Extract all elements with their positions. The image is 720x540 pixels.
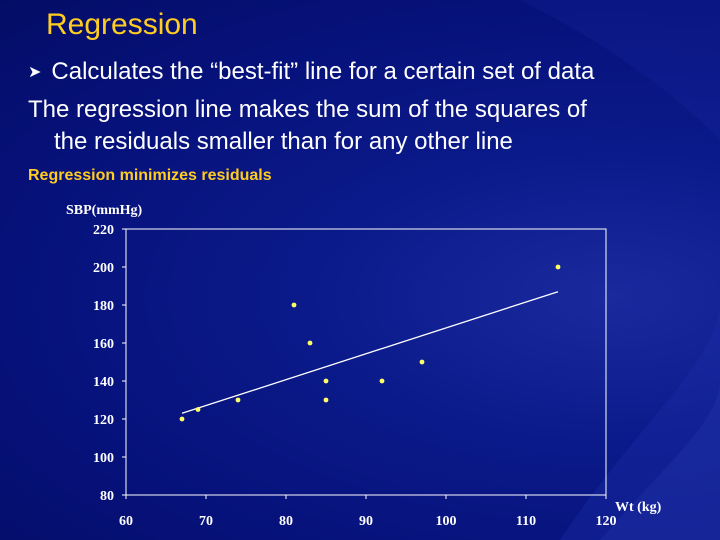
data-point [323, 378, 329, 384]
y-tick-label: 120 [93, 413, 114, 428]
x-tick-label: 70 [199, 514, 213, 529]
y-tick-label: 80 [100, 489, 114, 504]
arrow-bullet-icon: ➤ [28, 64, 42, 81]
body-line-2: the residuals smaller than for any other… [54, 128, 513, 155]
x-axis-label: Wt (kg) [615, 500, 662, 515]
bullet-text: Calculates the “best-fit” line for a cer… [51, 58, 595, 85]
data-points [179, 264, 561, 422]
data-point [307, 340, 313, 346]
data-point [179, 416, 185, 422]
y-axis-label: SBP(mmHg) [66, 203, 143, 218]
y-tick-label: 160 [93, 337, 114, 352]
y-tick-label: 200 [93, 261, 114, 276]
y-axis: 80 100 120 140 160 180 200 220 [93, 223, 126, 504]
x-tick-label: 100 [436, 514, 457, 529]
data-point [235, 397, 241, 403]
body-line-1: The regression line makes the sum of the… [28, 96, 587, 123]
slide-title: Regression [46, 8, 198, 41]
x-tick-label: 90 [359, 514, 373, 529]
bullet-item: ➤ Calculates the “best-fit” line for a ce… [28, 58, 594, 86]
data-point [291, 302, 297, 308]
body-paragraph: The regression line makes the sum of the… [28, 94, 708, 158]
x-tick-label: 60 [119, 514, 133, 529]
regression-line-group [181, 291, 559, 414]
data-point [555, 264, 561, 270]
x-tick-label: 110 [516, 514, 536, 529]
data-point [195, 407, 201, 412]
y-tick-label: 140 [93, 375, 114, 390]
x-tick-label: 120 [596, 514, 617, 529]
plot-area [125, 228, 607, 496]
chart-caption: Regression minimizes residuals [28, 167, 272, 184]
data-point [379, 378, 385, 384]
x-tick-label: 80 [279, 514, 293, 529]
y-tick-label: 220 [93, 223, 114, 238]
regression-line [181, 291, 559, 414]
data-point [419, 359, 425, 365]
y-tick-label: 180 [93, 299, 114, 314]
x-axis: 60 70 80 90 100 110 120 [119, 495, 617, 529]
data-point [323, 397, 329, 403]
y-tick-label: 100 [93, 451, 114, 466]
